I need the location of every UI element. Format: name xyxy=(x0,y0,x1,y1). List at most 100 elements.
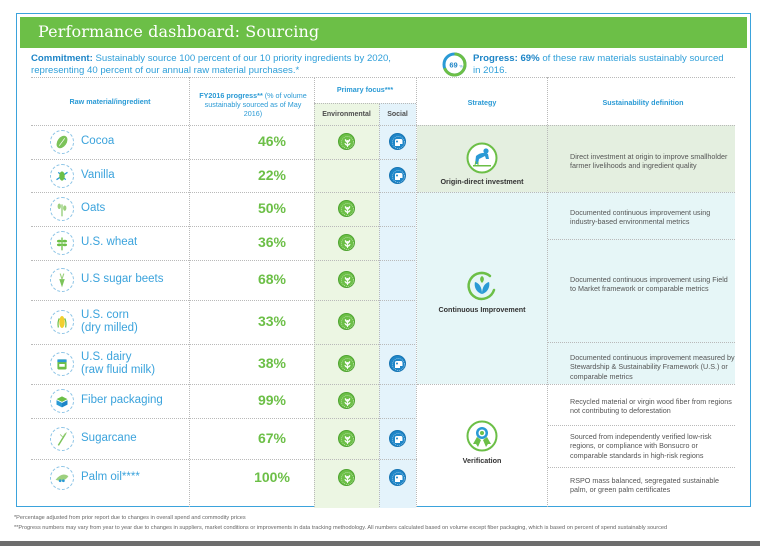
environmental-focus-icon xyxy=(338,313,355,330)
environmental-focus-icon xyxy=(338,392,355,409)
row-divider xyxy=(31,344,417,345)
col-header-progress-light: (% of volume sustainably sourced as of M… xyxy=(204,91,307,118)
progress-ring-unit: % xyxy=(459,65,462,69)
social-focus-icon xyxy=(389,355,406,372)
progress-value: 33% xyxy=(257,313,287,329)
strategy-continuous-improvement: Continuous Improvement xyxy=(438,305,526,314)
row-divider xyxy=(31,192,417,193)
row-divider xyxy=(31,300,417,301)
progress-value: 22% xyxy=(257,166,287,183)
row-divider xyxy=(31,459,417,460)
ingredient-name-line1: Vanilla xyxy=(81,168,115,181)
progress-value: 99% xyxy=(257,392,287,408)
strategy-divider-1 xyxy=(417,192,735,193)
title-banner: Performance dashboard: Sourcing xyxy=(20,17,747,48)
row-divider xyxy=(31,226,417,227)
strategy-divider-2 xyxy=(417,384,735,385)
definition-divider-3 xyxy=(548,425,735,426)
award-ribbon-icon xyxy=(466,420,498,452)
ingredient-name-line1: Fiber packaging xyxy=(81,394,163,406)
ingredient-name: U.S. corn (dry milled) xyxy=(81,309,138,335)
sugarcane-icon xyxy=(50,426,74,451)
progress-statement: Progress: 69% of these raw materials sus… xyxy=(473,53,733,77)
strategy-verification: Verification xyxy=(462,456,502,465)
wheat-icon xyxy=(50,231,74,255)
focus-subheader-divider xyxy=(314,103,416,104)
ingredient-name-line2: (dry milled) xyxy=(81,322,138,334)
col-header-environmental: Environmental xyxy=(322,111,371,118)
definition-divider-1 xyxy=(548,239,735,240)
col-divider-2 xyxy=(314,77,315,507)
col-divider-4 xyxy=(416,77,417,507)
ingredient-name-line1: U.S. dairy xyxy=(81,351,132,363)
vanilla-icon xyxy=(50,163,74,188)
col-divider-1 xyxy=(189,77,190,507)
strategy-origin-direct: Origin-direct investment xyxy=(440,177,524,186)
definition-rspo: RSPO mass balanced, segregated sustainab… xyxy=(570,476,720,495)
page-title: Performance dashboard: Sourcing xyxy=(38,22,320,41)
progress-text: of these raw materials sustainably sourc… xyxy=(473,53,724,76)
header-top-divider xyxy=(31,77,735,78)
milk-icon xyxy=(50,352,74,376)
progress-value: 46% xyxy=(257,133,287,149)
progress-value: 68% xyxy=(257,271,287,287)
footnote-2: **Progress numbers may vary from year to… xyxy=(14,525,668,531)
ingredient-name: Vanilla xyxy=(81,169,115,182)
row-divider xyxy=(31,418,417,419)
ingredient-name-line2: (raw fluid milk) xyxy=(81,364,156,376)
cocoa-icon xyxy=(50,130,74,154)
social-focus-icon xyxy=(389,429,406,447)
row-divider xyxy=(31,384,417,385)
progress-ring-value: 69 xyxy=(449,61,457,70)
social-focus-icon xyxy=(389,133,406,150)
palm-oil-icon xyxy=(50,466,74,490)
environmental-focus-icon xyxy=(338,234,355,251)
ingredient-name: Palm oil**** xyxy=(81,471,140,484)
progress-value: 38% xyxy=(257,355,287,371)
dashboard-frame: Performance dashboard: Sourcing Commitme… xyxy=(16,13,751,508)
taskbar-strip xyxy=(0,541,760,546)
commitment-text: Sustainably source 100 percent of our 10… xyxy=(31,53,391,76)
ingredient-name-line1: U.S. wheat xyxy=(81,236,138,248)
ingredient-name: Fiber packaging xyxy=(81,394,163,407)
ingredient-name-line1: Cocoa xyxy=(81,135,115,147)
col-header-ingredient: Raw material/ingredient xyxy=(69,97,151,106)
col-divider-3 xyxy=(379,103,380,507)
col-divider-5 xyxy=(547,77,548,507)
ingredient-name: U.S. dairy (raw fluid milk) xyxy=(81,351,155,377)
ingredient-name-line1: Sugarcane xyxy=(81,431,137,444)
ingredient-name: Oats xyxy=(81,202,105,215)
progress-value: 36% xyxy=(257,234,287,250)
box-icon xyxy=(50,389,74,413)
farmer-icon xyxy=(466,142,498,174)
row-divider xyxy=(31,260,417,261)
ingredient-name: U.S. wheat xyxy=(81,236,137,249)
sprout-cycle-icon xyxy=(467,271,496,301)
definition-industry-metrics: Documented continuous improvement using … xyxy=(570,208,711,227)
ingredient-name-line1: U.S. corn xyxy=(81,309,129,321)
oats-icon xyxy=(50,197,74,221)
corn-icon xyxy=(50,310,74,334)
ingredient-name: Cocoa xyxy=(81,135,114,148)
progress-ring-arc xyxy=(442,52,467,77)
progress-label: Progress: 69% xyxy=(473,53,540,64)
col-header-progress-bold: FY2016 progress** xyxy=(199,91,263,100)
definition-divider-2 xyxy=(548,342,735,343)
environmental-focus-icon xyxy=(338,469,355,486)
definition-divider-4 xyxy=(548,467,735,468)
ingredient-name-line1: Palm oil**** xyxy=(81,471,140,483)
progress-ring-icon: 69 % xyxy=(442,52,467,77)
progress-value: 67% xyxy=(257,429,287,446)
definition-stewardship: Documented continuous improvement measur… xyxy=(570,353,735,381)
sugar-beet-icon xyxy=(50,268,74,292)
col-header-social: Social xyxy=(387,111,408,118)
col-header-strategy: Strategy xyxy=(467,98,497,107)
definition-fiber: Recycled material or virgin wood fiber f… xyxy=(570,397,732,416)
definition-field-to-market: Documented continuous improvement using … xyxy=(570,275,728,294)
ingredient-name-line1: Oats xyxy=(81,202,106,214)
commitment-statement: Commitment: Sustainably source 100 perce… xyxy=(31,53,431,77)
environmental-focus-icon xyxy=(338,355,355,372)
col-header-definition: Sustainability definition xyxy=(602,98,684,107)
header-bottom-divider xyxy=(31,125,735,126)
footnote-1: *Percentage adjusted from prior report d… xyxy=(14,515,246,521)
